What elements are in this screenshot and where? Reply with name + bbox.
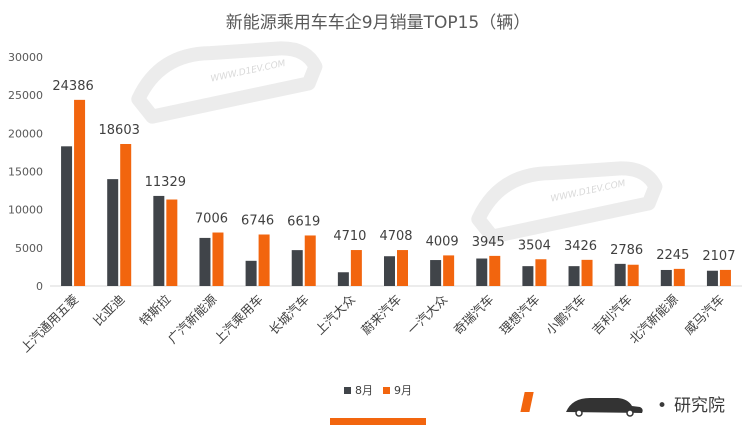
category-label: 特斯拉 bbox=[136, 291, 173, 328]
car-body-icon bbox=[566, 398, 643, 413]
bar-sep bbox=[120, 143, 132, 286]
bar-aug bbox=[61, 146, 73, 286]
bar-aug bbox=[660, 269, 672, 286]
category-label: 北汽新能源 bbox=[626, 291, 681, 346]
watermark: WWW.D1EV.COM WWW.D1EV.COM bbox=[131, 41, 663, 244]
data-label: 2245 bbox=[656, 248, 689, 263]
bar-aug bbox=[522, 266, 534, 286]
data-label: 3426 bbox=[564, 239, 597, 254]
category-label: 上汽通用五菱 bbox=[18, 292, 82, 356]
category-label: 理想汽车 bbox=[497, 292, 543, 338]
data-label: 24386 bbox=[52, 79, 93, 94]
bar-sep bbox=[581, 259, 593, 286]
bar-aug bbox=[199, 237, 211, 286]
bar-aug bbox=[384, 256, 395, 286]
bar-aug bbox=[568, 266, 580, 286]
y-tick-label: 25000 bbox=[8, 89, 43, 102]
bar-aug bbox=[245, 260, 257, 286]
bar-sep bbox=[258, 234, 270, 286]
brand-logo: • 研究院 bbox=[520, 392, 725, 417]
y-tick-label: 10000 bbox=[8, 204, 43, 217]
data-label: 4009 bbox=[426, 234, 459, 249]
legend-label-sep: 9月 bbox=[394, 384, 412, 397]
category-label: 长城汽车 bbox=[266, 292, 312, 338]
bar-aug bbox=[430, 260, 442, 286]
bar-aug bbox=[291, 250, 303, 286]
data-label: 3945 bbox=[472, 235, 505, 250]
y-tick-label: 15000 bbox=[8, 166, 43, 179]
bar-sep bbox=[443, 255, 455, 286]
brand-name: 研究院 bbox=[674, 396, 725, 416]
category-label: 广汽新能源 bbox=[165, 291, 220, 346]
bar-aug bbox=[476, 258, 488, 286]
bar-sep bbox=[350, 250, 362, 286]
watermark-mark: WWW.D1EV.COM bbox=[131, 41, 323, 124]
data-label: 2786 bbox=[610, 243, 643, 258]
bar-sep bbox=[673, 268, 685, 286]
bar-sep bbox=[212, 232, 224, 286]
data-label: 6619 bbox=[287, 214, 320, 229]
data-label: 4710 bbox=[333, 229, 366, 244]
data-label: 3504 bbox=[518, 238, 551, 253]
bar-sep bbox=[489, 255, 501, 286]
bar-sep bbox=[166, 199, 178, 286]
category-label: 蔚来汽车 bbox=[358, 292, 404, 338]
watermark-mark: WWW.D1EV.COM bbox=[471, 161, 663, 244]
bar-sep bbox=[304, 235, 316, 286]
bar-aug bbox=[706, 270, 718, 286]
category-label: 吉利汽车 bbox=[589, 292, 635, 338]
bar-sep bbox=[719, 269, 731, 286]
y-tick-label: 30000 bbox=[8, 51, 43, 64]
bar-aug bbox=[337, 272, 349, 286]
legend-swatch-sep bbox=[383, 387, 390, 394]
bar-sep bbox=[627, 264, 639, 286]
data-label: 7006 bbox=[195, 212, 228, 227]
bar-sep bbox=[535, 259, 547, 286]
brand-separator: • bbox=[657, 396, 667, 416]
data-label: 2107 bbox=[702, 249, 735, 264]
data-label: 18603 bbox=[99, 123, 140, 138]
footer-accent-bar bbox=[330, 418, 426, 425]
watermark-text: WWW.D1EV.COM bbox=[550, 179, 627, 205]
data-label: 4708 bbox=[379, 229, 412, 244]
bar-aug bbox=[153, 195, 165, 286]
category-label: 一汽大众 bbox=[404, 292, 450, 338]
data-label: 6746 bbox=[241, 214, 274, 229]
car-logo-icon bbox=[520, 392, 643, 417]
watermark-text: WWW.D1EV.COM bbox=[210, 59, 287, 85]
y-axis: 0 5000 10000 15000 20000 25000 30000 bbox=[8, 51, 43, 293]
y-tick-label: 0 bbox=[36, 280, 43, 293]
legend: 8月 9月 bbox=[344, 384, 412, 397]
bar-sep bbox=[397, 250, 408, 286]
data-label: 11329 bbox=[145, 175, 186, 190]
bar-sep bbox=[74, 99, 86, 286]
y-tick-label: 20000 bbox=[8, 127, 43, 140]
category-label: 上汽大众 bbox=[312, 292, 358, 338]
bar-aug bbox=[614, 263, 626, 286]
category-label: 奇瑞汽车 bbox=[450, 292, 496, 338]
category-label: 比亚迪 bbox=[90, 292, 127, 329]
legend-swatch-aug bbox=[344, 387, 351, 394]
logo-accent-icon bbox=[520, 392, 534, 412]
bars bbox=[61, 99, 731, 286]
category-label: 小鹏汽车 bbox=[543, 292, 589, 338]
category-label: 威马汽车 bbox=[681, 292, 727, 338]
y-tick-label: 5000 bbox=[15, 242, 43, 255]
chart-title: 新能源乘用车车企9月销量TOP15（辆） bbox=[226, 13, 530, 33]
data-labels: 24386 18603 11329 7006 6746 6619 4710 4708 4009 3… bbox=[52, 79, 735, 264]
legend-label-aug: 8月 bbox=[355, 384, 373, 397]
bar-aug bbox=[107, 179, 119, 286]
category-label: 上汽乘用车 bbox=[211, 292, 266, 347]
